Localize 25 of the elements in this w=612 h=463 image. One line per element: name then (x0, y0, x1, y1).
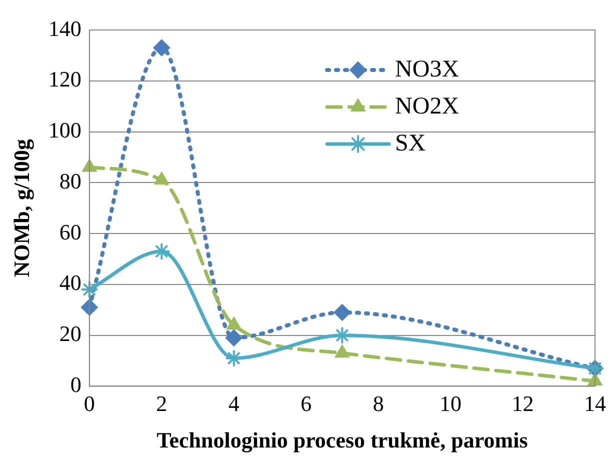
point (153, 39, 170, 56)
x-tick-label: 6 (300, 391, 312, 416)
x-tick-label: 8 (372, 391, 384, 416)
x-tick-label: 2 (156, 391, 168, 416)
point (334, 304, 351, 321)
y-tick-label: 80 (59, 168, 82, 194)
point (225, 329, 242, 346)
y-tick-label: 100 (48, 118, 82, 143)
point (80, 280, 98, 299)
y-tick-label: 0 (70, 372, 82, 397)
y-tick-label: 20 (59, 321, 82, 346)
legend-label: SX (395, 130, 426, 156)
legend-label: NO2X (395, 93, 460, 120)
y-axis-title: NOMb, g/100g (8, 139, 34, 278)
point (152, 242, 171, 260)
y-tick-label: 140 (48, 16, 82, 41)
x-axis-title: Technologinio proceso trukmė, paromis (156, 427, 528, 452)
y-tick-label: 60 (59, 219, 82, 244)
legend-label: NO3X (395, 56, 460, 82)
x-tick-label: 14 (584, 391, 606, 416)
y-tick-label: 120 (48, 66, 82, 92)
x-tick-label: 10 (440, 391, 462, 416)
x-tick-label: 4 (228, 391, 240, 416)
x-tick-label: 12 (512, 391, 534, 416)
y-tick-label: 40 (59, 270, 82, 296)
